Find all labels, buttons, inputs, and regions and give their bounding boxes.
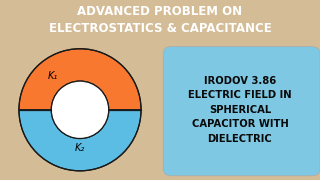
Text: IRODOV 3.86
ELECTRIC FIELD IN
SPHERICAL
CAPACITOR WITH
DIELECTRIC: IRODOV 3.86 ELECTRIC FIELD IN SPHERICAL … <box>188 76 292 144</box>
Text: K₂: K₂ <box>75 143 85 153</box>
Circle shape <box>51 81 109 138</box>
Wedge shape <box>19 49 141 110</box>
Text: K₁: K₁ <box>47 71 58 81</box>
FancyBboxPatch shape <box>163 47 320 176</box>
Wedge shape <box>19 110 141 171</box>
Text: ADVANCED PROBLEM ON
ELECTROSTATICS & CAPACITANCE: ADVANCED PROBLEM ON ELECTROSTATICS & CAP… <box>49 5 271 35</box>
